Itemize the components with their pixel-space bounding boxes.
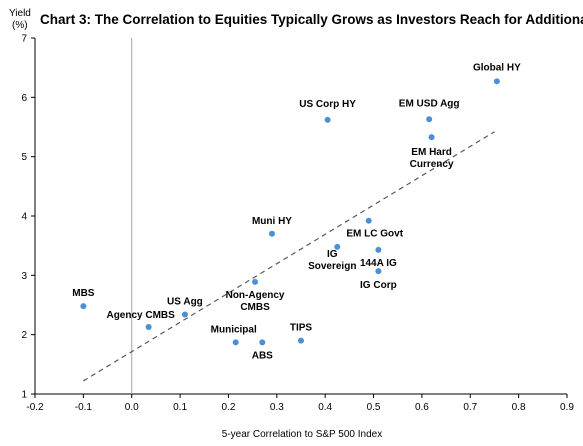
x-tick-label: 0.5: [367, 402, 381, 413]
x-tick-label: 0.0: [125, 402, 139, 413]
data-point-label: US Corp HY: [299, 99, 356, 110]
data-point-label: Non-Agency CMBS: [226, 290, 285, 313]
data-point: [181, 311, 188, 318]
x-tick-label: 0.1: [173, 402, 187, 413]
data-point-label: EM Hard Currency: [410, 147, 454, 170]
data-point: [375, 268, 382, 275]
data-point: [365, 217, 372, 224]
data-point: [375, 246, 382, 253]
data-point-label: 144A IG: [360, 258, 397, 269]
data-point-label: IG Corp: [360, 280, 397, 291]
x-tick-label: 0.9: [560, 402, 574, 413]
data-point: [259, 339, 266, 346]
data-point: [298, 337, 304, 344]
y-tick-label: 1: [21, 390, 27, 401]
y-tick-label: 7: [21, 34, 27, 45]
data-point-label: IG Sovereign: [308, 249, 356, 272]
y-tick-label: 3: [21, 271, 27, 282]
data-point: [493, 78, 500, 85]
data-point-label: US Agg: [167, 296, 203, 307]
y-tick-label: 6: [21, 93, 27, 104]
data-point-label: Municipal: [211, 324, 257, 335]
data-point: [426, 116, 433, 123]
y-tick-label: 2: [21, 330, 27, 341]
data-point-label: Global HY: [473, 62, 521, 73]
x-tick-label: 0.2: [222, 402, 236, 413]
x-tick-label: -0.1: [75, 402, 93, 413]
trendline: [83, 131, 495, 382]
data-point-label: Muni HY: [252, 216, 292, 227]
y-axis-label-line1: Yield: [9, 8, 31, 19]
x-tick-label: 0.4: [318, 402, 332, 413]
data-point-label: EM LC Govt: [346, 229, 403, 240]
x-tick-label: -0.2: [26, 402, 44, 413]
data-point: [334, 243, 341, 250]
data-point: [428, 134, 435, 141]
data-point: [324, 116, 331, 123]
data-point-label: ABS: [252, 350, 273, 361]
plot-area: 1 2 3 4 5 6 7 -0.2 -0.1 0.0 0.1 0.2 0.3 0.4 0.5 0.6 0.7 0…: [21, 34, 574, 414]
y-tick-label: 5: [21, 152, 27, 163]
data-point: [145, 323, 152, 330]
data-point: [252, 278, 259, 285]
chart-title: Chart 3: The Correlation to Equities Typ…: [40, 12, 583, 27]
data-point-label: MBS: [72, 288, 95, 299]
data-point: [268, 230, 275, 237]
x-tick-label: 0.6: [415, 402, 429, 413]
data-point-label: Agency CMBS: [106, 310, 175, 321]
data-point: [80, 303, 87, 310]
x-tick-label: 0.3: [270, 402, 284, 413]
data-point: [232, 339, 239, 346]
x-tick-label: 0.8: [512, 402, 526, 413]
x-axis-label: 5-year Correlation to S&P 500 Index: [222, 429, 382, 440]
data-point-label: EM USD Agg: [399, 98, 460, 109]
y-tick-label: 4: [21, 212, 27, 223]
data-point-label: TIPS: [290, 323, 313, 334]
x-tick-label: 0.7: [463, 402, 477, 413]
y-axis-label-line2: (%): [12, 20, 28, 31]
